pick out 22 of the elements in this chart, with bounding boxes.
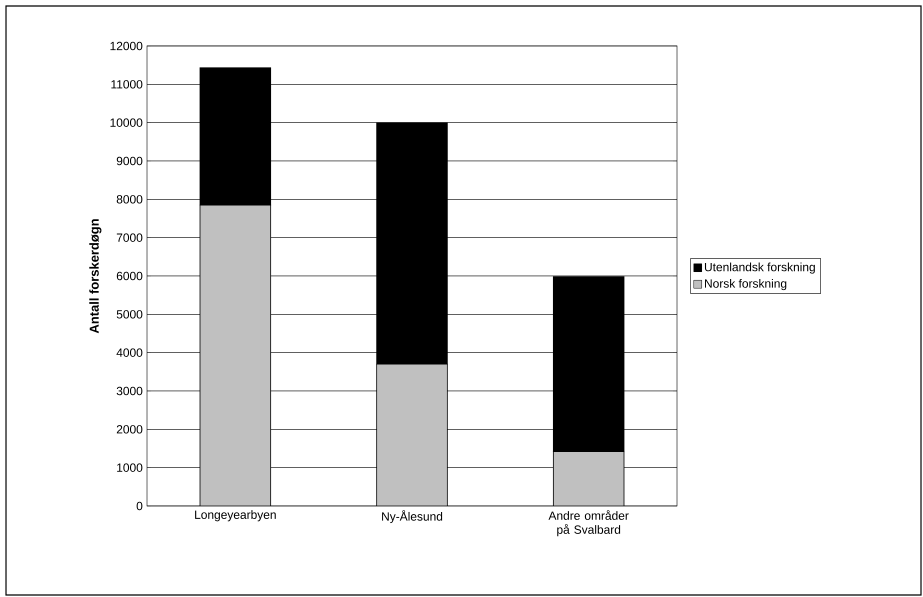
y-tick-label: 5000 <box>116 310 142 319</box>
y-tick-label: 6000 <box>116 272 142 280</box>
y-tick-label: 4000 <box>116 348 142 357</box>
x-tick-label: Longeyearbyen <box>195 510 276 522</box>
y-tick-label: 1000 <box>117 463 142 472</box>
y-tick-label: 10000 <box>110 118 142 127</box>
y-tick-label: 3000 <box>116 386 142 396</box>
legend-label: Norsk forskning <box>705 278 786 290</box>
y-tick-label: 9000 <box>116 156 142 166</box>
y-tick-label: 12000 <box>110 42 142 50</box>
y-tick-label: 0 <box>136 502 142 510</box>
bar <box>552 451 624 506</box>
legend-label: Utenlandsk forskning <box>704 262 815 274</box>
bar <box>376 364 448 506</box>
y-tick-label: 2000 <box>116 425 142 434</box>
y-tick-label: 8000 <box>116 195 142 204</box>
y-tick-label: 7000 <box>116 233 142 242</box>
x-tick-label: Andre områder på Svalbard <box>548 510 629 536</box>
x-tick-label: Ny-Ålesund <box>382 510 442 524</box>
y-axis-title: Antall forskerdøgn <box>89 219 102 334</box>
bar <box>200 204 272 506</box>
y-tick-label: 11000 <box>111 80 142 89</box>
